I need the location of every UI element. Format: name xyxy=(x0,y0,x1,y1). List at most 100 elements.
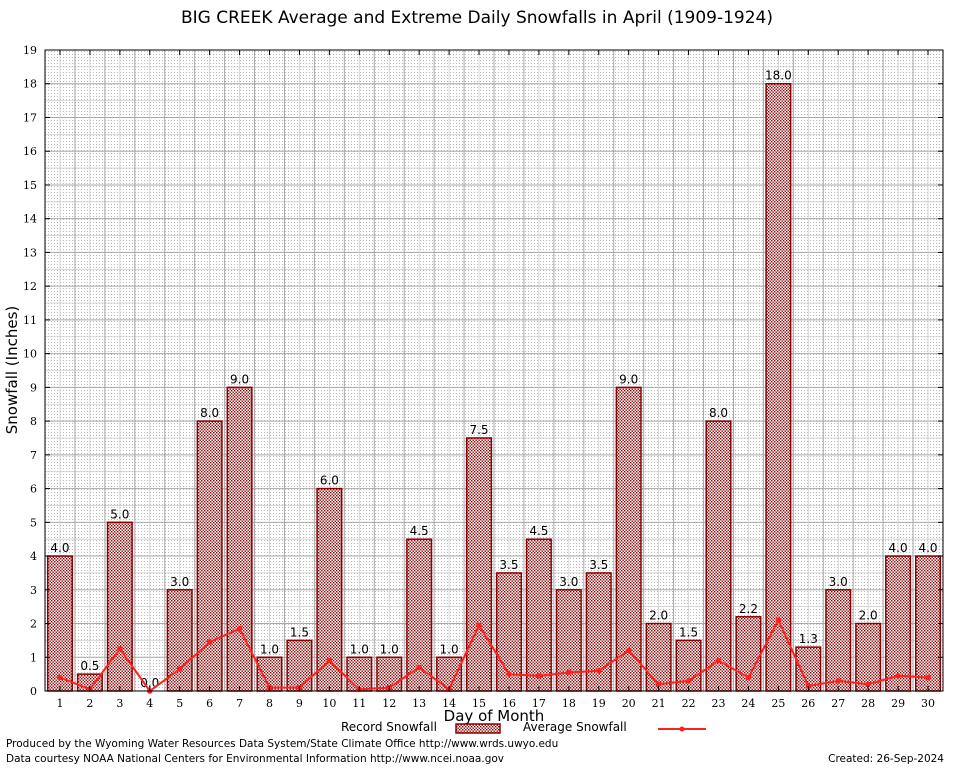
x-tick-label: 4 xyxy=(146,697,153,710)
x-tick-label: 24 xyxy=(741,697,755,710)
y-tick-label: 18 xyxy=(23,78,37,91)
bar-data-label: 0.5 xyxy=(80,659,99,673)
y-tick-label: 9 xyxy=(30,381,37,394)
y-tick-label: 16 xyxy=(23,145,37,158)
bar-data-label: 3.0 xyxy=(559,575,578,589)
average-snowfall-point xyxy=(685,678,692,684)
footer-produced-by: Produced by the Wyoming Water Resources … xyxy=(6,738,559,750)
bar-data-label: 4.5 xyxy=(410,524,429,538)
bar-record xyxy=(346,656,373,692)
average-snowfall-point xyxy=(176,666,183,672)
y-tick-label: 3 xyxy=(30,584,37,597)
legend-average-label: Average Snowfall xyxy=(523,720,627,734)
average-snowfall-point xyxy=(326,657,333,664)
x-tick-label: 26 xyxy=(801,697,815,710)
bar-data-label: 3.0 xyxy=(170,575,189,589)
average-snowfall-point xyxy=(775,617,782,623)
bar-record xyxy=(495,572,522,692)
y-tick-label: 12 xyxy=(23,280,37,293)
average-snowfall-point xyxy=(745,674,752,681)
x-axis-label: Day of Month xyxy=(443,707,545,725)
average-snowfall-point xyxy=(865,681,871,688)
bar-data-label: 18.0 xyxy=(765,69,792,83)
y-tick-label: 1 xyxy=(30,651,37,664)
bar-record xyxy=(825,589,852,692)
bar-record xyxy=(855,622,882,692)
y-tick-label: 6 xyxy=(30,483,37,496)
average-snowfall-point xyxy=(715,657,722,664)
bar-data-label: 9.0 xyxy=(230,372,249,386)
bar-record xyxy=(406,538,433,692)
bar-data-label: 8.0 xyxy=(200,406,219,420)
bar-data-label: 1.5 xyxy=(679,625,698,639)
bar-data-label: 4.0 xyxy=(889,541,908,555)
bar-data-label: 9.0 xyxy=(619,372,638,386)
average-snowfall-point xyxy=(476,622,482,629)
legend-record-label: Record Snowfall xyxy=(341,720,437,734)
bar-data-label: 6.0 xyxy=(320,474,339,488)
bar-data-label: 4.0 xyxy=(918,541,937,555)
x-tick-label: 23 xyxy=(712,697,726,710)
x-tick-label: 11 xyxy=(352,697,366,710)
x-tick-label: 1 xyxy=(56,697,63,710)
average-snowfall-point xyxy=(805,683,812,689)
x-tick-label: 14 xyxy=(442,697,456,710)
y-tick-label: 10 xyxy=(23,348,37,361)
x-tick-label: 17 xyxy=(532,697,546,710)
legend-average-marker xyxy=(679,726,685,732)
x-tick-label: 8 xyxy=(266,697,273,710)
footer-data-courtesy: Data courtesy NOAA National Centers for … xyxy=(6,753,505,765)
bar-data-label: 2.2 xyxy=(739,602,758,616)
x-tick-label: 7 xyxy=(236,697,243,710)
y-tick-label: 11 xyxy=(23,314,37,327)
y-tick-label: 8 xyxy=(30,415,37,428)
x-tick-label: 20 xyxy=(622,697,636,710)
bar-data-label: 1.0 xyxy=(380,642,399,656)
average-snowfall-point xyxy=(57,674,63,681)
bar-record xyxy=(705,420,732,692)
average-snowfall-point xyxy=(655,681,662,688)
y-tick-label: 13 xyxy=(23,246,37,259)
bar-data-label: 1.3 xyxy=(799,632,818,646)
y-tick-label: 0 xyxy=(30,685,37,698)
x-tick-label: 5 xyxy=(176,697,183,710)
average-snowfall-point xyxy=(835,678,842,684)
bar-data-label: 4.0 xyxy=(50,541,69,555)
x-tick-label: 10 xyxy=(322,697,336,710)
average-snowfall-point xyxy=(625,647,632,654)
x-tick-label: 2 xyxy=(86,697,93,710)
x-tick-label: 29 xyxy=(891,697,905,710)
bar-record xyxy=(885,555,912,692)
bar-record xyxy=(466,437,493,692)
bar-data-label: 3.5 xyxy=(589,558,608,572)
x-tick-label: 6 xyxy=(206,697,213,710)
average-snowfall-point xyxy=(206,639,213,645)
x-tick-label: 3 xyxy=(116,697,123,710)
x-tick-label: 12 xyxy=(382,697,396,710)
y-tick-label: 2 xyxy=(30,618,37,631)
chart-title: BIG CREEK Average and Extreme Daily Snow… xyxy=(180,8,774,28)
average-snowfall-point xyxy=(416,664,422,671)
bar-data-label: 2.0 xyxy=(649,609,668,623)
average-snowfall-point xyxy=(925,674,931,681)
y-tick-label: 15 xyxy=(23,179,37,192)
bar-record xyxy=(765,82,792,692)
bar-data-label: 4.5 xyxy=(529,524,548,538)
y-tick-label: 19 xyxy=(23,44,37,57)
x-tick-label: 25 xyxy=(771,697,785,710)
bar-data-label: 5.0 xyxy=(110,507,129,521)
bar-data-label: 8.0 xyxy=(709,406,728,420)
x-tick-label: 27 xyxy=(831,697,845,710)
average-snowfall-point xyxy=(566,669,572,676)
x-tick-label: 22 xyxy=(682,697,696,710)
average-snowfall-point xyxy=(506,671,512,677)
x-tick-label: 13 xyxy=(412,697,426,710)
x-tick-label: 19 xyxy=(592,697,606,710)
bar-record xyxy=(46,555,73,692)
average-snowfall-line xyxy=(59,617,929,693)
bar-record xyxy=(525,538,552,692)
y-tick-label: 5 xyxy=(30,516,37,529)
bar-record xyxy=(106,521,133,692)
legend-record-swatch xyxy=(455,723,501,734)
